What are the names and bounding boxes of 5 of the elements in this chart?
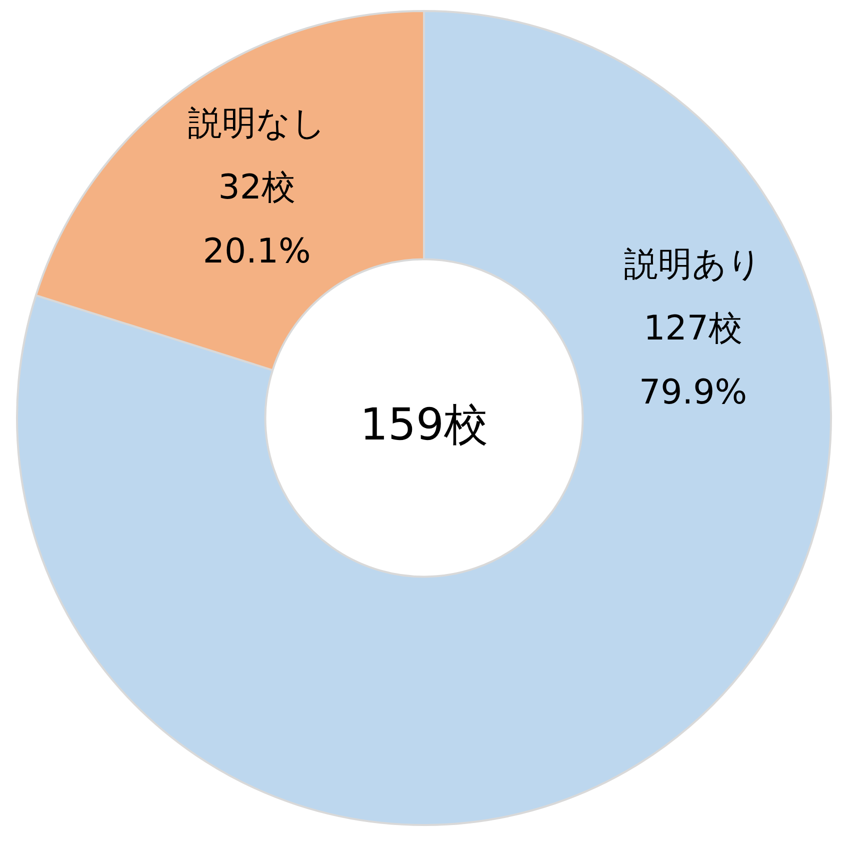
slice-label: 説明なし bbox=[188, 104, 326, 144]
data-label: 127校 79.9% bbox=[639, 308, 748, 412]
slice-label: 説明あり bbox=[624, 244, 762, 284]
data-label: 32校 20.1% bbox=[202, 168, 311, 272]
text: 159校 bbox=[360, 399, 488, 450]
